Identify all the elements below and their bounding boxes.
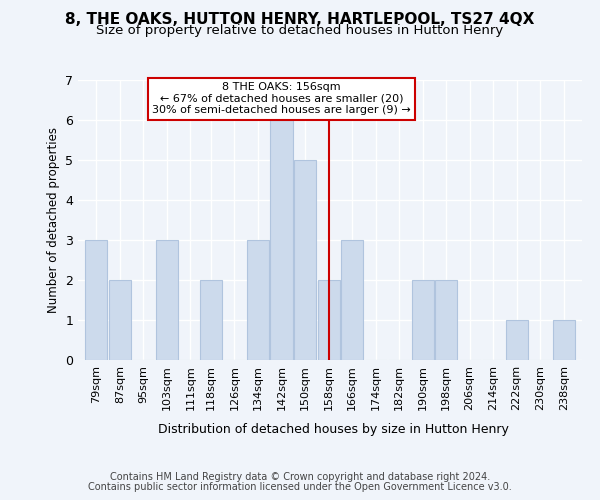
Text: Size of property relative to detached houses in Hutton Henry: Size of property relative to detached ho… <box>97 24 503 37</box>
Bar <box>109 280 131 360</box>
Bar <box>85 240 107 360</box>
Text: Contains HM Land Registry data © Crown copyright and database right 2024.: Contains HM Land Registry data © Crown c… <box>110 472 490 482</box>
Bar <box>317 280 340 360</box>
Text: Distribution of detached houses by size in Hutton Henry: Distribution of detached houses by size … <box>158 422 508 436</box>
Bar <box>156 240 178 360</box>
Bar <box>247 240 269 360</box>
Bar <box>553 320 575 360</box>
Text: 8 THE OAKS: 156sqm
← 67% of detached houses are smaller (20)
30% of semi-detache: 8 THE OAKS: 156sqm ← 67% of detached hou… <box>152 82 411 115</box>
Bar <box>435 280 457 360</box>
Bar <box>341 240 363 360</box>
Bar <box>294 160 316 360</box>
Text: 8, THE OAKS, HUTTON HENRY, HARTLEPOOL, TS27 4QX: 8, THE OAKS, HUTTON HENRY, HARTLEPOOL, T… <box>65 12 535 28</box>
Bar <box>412 280 434 360</box>
Bar <box>200 280 222 360</box>
Y-axis label: Number of detached properties: Number of detached properties <box>47 127 59 313</box>
Bar <box>271 120 293 360</box>
Bar <box>506 320 527 360</box>
Text: Contains public sector information licensed under the Open Government Licence v3: Contains public sector information licen… <box>88 482 512 492</box>
